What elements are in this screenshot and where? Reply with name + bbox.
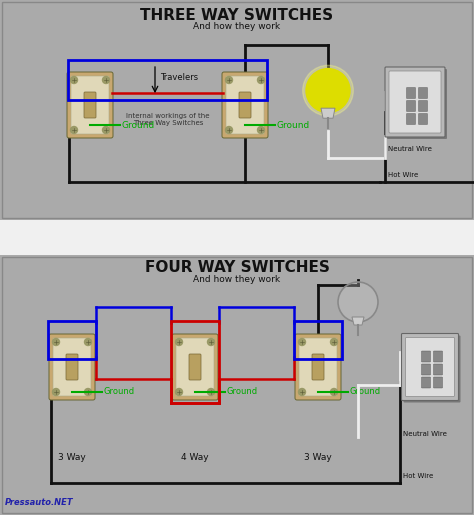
FancyBboxPatch shape — [434, 364, 443, 375]
Circle shape — [208, 388, 215, 396]
FancyBboxPatch shape — [421, 351, 430, 362]
FancyBboxPatch shape — [434, 351, 443, 362]
FancyBboxPatch shape — [226, 76, 264, 134]
FancyBboxPatch shape — [222, 72, 268, 138]
FancyBboxPatch shape — [401, 334, 458, 401]
Circle shape — [53, 388, 60, 396]
FancyBboxPatch shape — [84, 92, 96, 118]
Circle shape — [226, 127, 233, 133]
Text: Neutral Wire: Neutral Wire — [403, 431, 447, 437]
Circle shape — [208, 338, 215, 346]
Text: And how they work: And how they work — [193, 275, 281, 284]
Text: And how they work: And how they work — [193, 22, 281, 31]
FancyBboxPatch shape — [419, 88, 428, 98]
Circle shape — [71, 127, 78, 133]
FancyBboxPatch shape — [312, 354, 324, 380]
FancyBboxPatch shape — [407, 113, 416, 125]
Text: Pressauto.NET: Pressauto.NET — [5, 498, 73, 507]
FancyBboxPatch shape — [419, 113, 428, 125]
Text: Ground: Ground — [122, 121, 155, 129]
Circle shape — [102, 127, 109, 133]
Circle shape — [257, 77, 264, 83]
Text: Ground: Ground — [350, 387, 381, 397]
Bar — [48, 321, 96, 359]
Text: Ground: Ground — [227, 387, 258, 397]
Circle shape — [330, 338, 337, 346]
Text: Hot Wire: Hot Wire — [403, 473, 433, 479]
Text: Hot Wire: Hot Wire — [388, 172, 418, 178]
FancyBboxPatch shape — [403, 335, 461, 403]
FancyBboxPatch shape — [407, 100, 416, 112]
FancyBboxPatch shape — [405, 337, 455, 397]
FancyBboxPatch shape — [419, 100, 428, 112]
Polygon shape — [321, 108, 335, 118]
Circle shape — [299, 338, 306, 346]
FancyBboxPatch shape — [66, 354, 78, 380]
Circle shape — [303, 65, 353, 116]
FancyBboxPatch shape — [172, 334, 218, 400]
FancyBboxPatch shape — [434, 377, 443, 388]
Circle shape — [306, 68, 350, 113]
FancyBboxPatch shape — [407, 88, 416, 98]
Polygon shape — [352, 317, 364, 325]
Circle shape — [330, 388, 337, 396]
FancyBboxPatch shape — [71, 76, 109, 134]
FancyBboxPatch shape — [385, 67, 445, 137]
FancyBboxPatch shape — [239, 92, 251, 118]
Text: Neutral Wire: Neutral Wire — [388, 146, 432, 152]
Text: Internal workings of the
Three Way Switches: Internal workings of the Three Way Switc… — [126, 113, 210, 126]
Circle shape — [257, 127, 264, 133]
Circle shape — [71, 77, 78, 83]
Circle shape — [226, 77, 233, 83]
FancyBboxPatch shape — [295, 334, 341, 400]
Circle shape — [299, 388, 306, 396]
Bar — [68, 60, 267, 100]
Circle shape — [84, 338, 91, 346]
Circle shape — [102, 77, 109, 83]
Text: FOUR WAY SWITCHES: FOUR WAY SWITCHES — [145, 260, 329, 275]
Text: THREE WAY SWITCHES: THREE WAY SWITCHES — [140, 8, 334, 23]
FancyBboxPatch shape — [387, 69, 447, 139]
Circle shape — [175, 338, 182, 346]
Circle shape — [338, 282, 378, 322]
Text: 3 Way: 3 Way — [58, 453, 86, 461]
Bar — [294, 321, 342, 359]
FancyBboxPatch shape — [421, 364, 430, 375]
Text: Ground: Ground — [277, 121, 310, 129]
FancyBboxPatch shape — [299, 338, 337, 396]
Text: Ground: Ground — [104, 387, 135, 397]
FancyBboxPatch shape — [421, 377, 430, 388]
Text: 4 Way: 4 Way — [181, 453, 209, 461]
Circle shape — [175, 388, 182, 396]
FancyBboxPatch shape — [189, 354, 201, 380]
FancyBboxPatch shape — [49, 334, 95, 400]
FancyBboxPatch shape — [67, 72, 113, 138]
Bar — [171, 321, 219, 403]
Text: Travelers: Travelers — [160, 74, 198, 82]
FancyBboxPatch shape — [389, 71, 441, 133]
Circle shape — [84, 388, 91, 396]
Text: 3 Way: 3 Way — [304, 453, 332, 461]
Circle shape — [53, 338, 60, 346]
FancyBboxPatch shape — [53, 338, 91, 396]
FancyBboxPatch shape — [176, 338, 214, 396]
